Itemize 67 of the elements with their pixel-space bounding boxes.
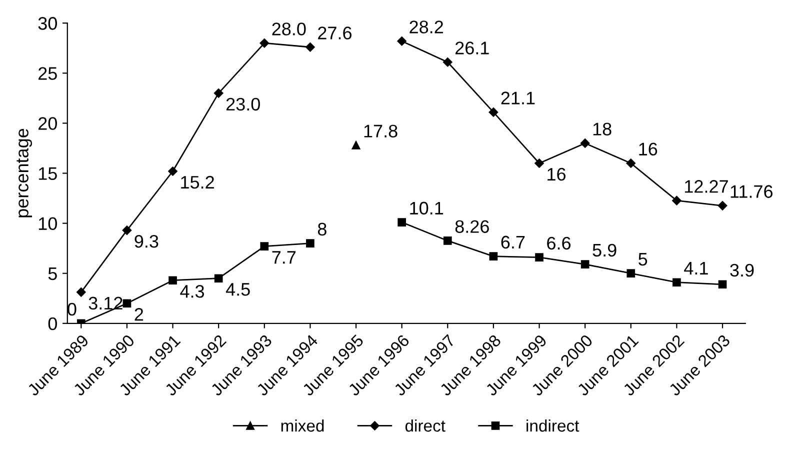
y-axis-title: percentage [16,128,32,218]
data-label: 5 [638,253,648,266]
y-tick-label: 15 [38,167,57,180]
point [672,278,681,287]
data-label: 23.0 [226,98,260,111]
y-tick-label: 5 [48,267,57,280]
legend-label: direct [405,419,446,432]
point [122,299,132,308]
point [398,218,406,226]
data-label: 26.1 [455,42,489,54]
point [168,166,178,176]
point [122,226,132,235]
point [580,260,590,269]
y-tick-label: 10 [38,217,57,230]
data-label: 11.76 [730,185,773,198]
data-label: 28.2 [410,20,444,34]
point [352,141,360,150]
point [214,274,223,283]
point [168,276,177,285]
point [534,158,544,168]
point [260,38,270,48]
legend-label: mixed [281,419,324,432]
data-label: 15.2 [181,176,214,189]
point [214,88,224,98]
data-label: 9.3 [134,234,158,248]
point [580,138,590,148]
point [260,242,269,250]
data-label: 21.1 [501,92,535,104]
point [443,58,452,67]
point [488,108,498,117]
point [626,269,636,278]
data-label: 5.9 [592,244,616,257]
data-label: 7.7 [272,251,296,264]
point [76,288,86,297]
data-label: 10.1 [410,202,444,215]
point [718,280,727,289]
point [718,201,728,210]
data-label: 12.27 [685,180,728,193]
data-label: 16 [548,168,566,181]
data-label: 4.3 [180,285,204,298]
point [306,239,314,248]
data-label: 4.5 [226,283,250,296]
data-label: 6.6 [547,236,571,250]
data-label: 3.12 [88,296,122,310]
data-label: 18 [593,122,612,136]
point [397,36,406,46]
point [489,252,498,260]
data-label: 8.26 [455,220,489,233]
point [535,253,544,262]
data-label: 16 [639,142,658,156]
data-label: 8 [318,222,326,236]
point [672,196,682,206]
point [443,236,452,245]
y-tick-label: 30 [38,17,57,30]
data-label: 4.1 [684,262,708,274]
data-label: 27.6 [318,26,352,40]
y-tick-label: 25 [38,67,57,80]
data-label: 6.7 [501,236,525,249]
y-tick-label: 0 [48,317,57,330]
point [306,42,315,52]
data-label: 28.0 [272,22,306,36]
y-tick-label: 20 [38,117,57,130]
data-label: 3.9 [730,264,754,277]
point [626,158,636,168]
legend-label: indirect [526,419,580,432]
data-label: 17.8 [364,124,398,138]
data-label: 2 [134,308,144,321]
